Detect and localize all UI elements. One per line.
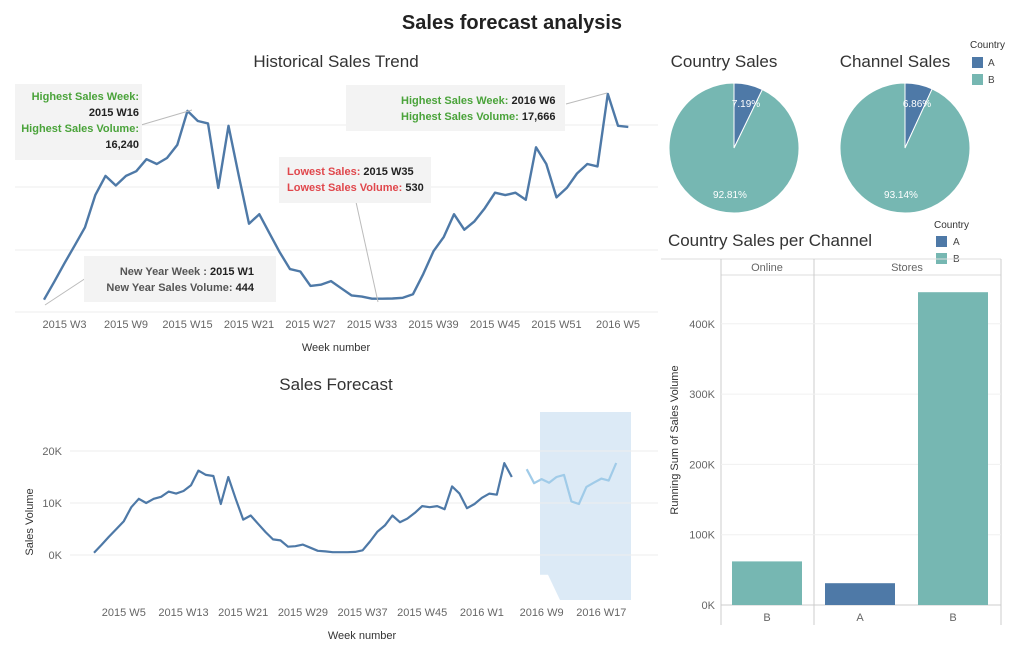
forecast-gridlines bbox=[70, 450, 658, 556]
legend-swatch-b bbox=[972, 74, 983, 85]
panel-label-stores: Stores bbox=[891, 262, 923, 274]
historical-x-tick: 2015 W3 bbox=[42, 319, 86, 331]
country-pie-label-a: 7.19% bbox=[732, 99, 760, 110]
annotation-leader-lowest bbox=[355, 201, 379, 303]
bar-chart-title: Country Sales per Channel bbox=[668, 231, 872, 250]
forecast-y-tick: 10K bbox=[42, 498, 62, 510]
country-pie-slices bbox=[668, 82, 800, 214]
bar-y-tick: 300K bbox=[689, 389, 715, 401]
bar-y-axis-label: Running Sum of Sales Volume bbox=[669, 365, 681, 514]
country-pie-slice-b bbox=[668, 82, 800, 214]
legend-label-a: A bbox=[953, 237, 960, 248]
forecast-title: Sales Forecast bbox=[279, 375, 393, 394]
forecast-x-tick: 2015 W13 bbox=[158, 607, 208, 619]
actual-sales-line[interactable] bbox=[93, 462, 513, 554]
annotation-highest-2015: Highest Sales Week: 2015 W16 Highest Sal… bbox=[15, 84, 142, 160]
annotation-highest-2016: Highest Sales Week: 2016 W6 Highest Sale… bbox=[346, 85, 565, 131]
historical-x-tick: 2015 W51 bbox=[531, 319, 581, 331]
legend-title: Country bbox=[934, 220, 969, 231]
legend-title: Country bbox=[970, 40, 1005, 51]
bar-y-tick: 0K bbox=[702, 600, 716, 612]
historical-sales-line[interactable] bbox=[42, 92, 629, 301]
annotation-leader-high2016 bbox=[565, 92, 608, 105]
historical-x-tick: 2015 W21 bbox=[224, 319, 274, 331]
country-pie-title: Country Sales bbox=[671, 52, 778, 71]
historical-x-ticks: 2015 W3 2015 W9 2015 W15 2015 W21 2015 W27 20… bbox=[42, 319, 640, 331]
channel-bar-chart[interactable]: Country Sales per Channel Country A B On… bbox=[661, 220, 1002, 625]
bar-x-label-stores-a: A bbox=[856, 612, 864, 624]
annotation-label: Highest Sales Volume: 17,666 bbox=[401, 111, 556, 123]
historical-x-axis-label: Week number bbox=[302, 342, 371, 354]
forecast-sales-line[interactable] bbox=[525, 462, 618, 506]
forecast-y-tick: 0K bbox=[49, 550, 63, 562]
historical-title: Historical Sales Trend bbox=[253, 52, 418, 71]
panel-label-online: Online bbox=[751, 262, 783, 274]
bar-y-tick: 100K bbox=[689, 530, 715, 542]
historical-x-tick: 2015 W33 bbox=[347, 319, 397, 331]
annotation-leader-high2015 bbox=[140, 109, 193, 126]
forecast-x-tick: 2015 W29 bbox=[278, 607, 328, 619]
forecast-y-tick: 20K bbox=[42, 446, 62, 458]
channel-pie-label-b: 93.14% bbox=[884, 190, 918, 201]
forecast-x-tick: 2015 W45 bbox=[397, 607, 447, 619]
bar-x-label-stores-b: B bbox=[949, 612, 956, 624]
bar-stores-a bbox=[825, 583, 895, 605]
annotation-label: Highest Sales Week: bbox=[32, 91, 139, 103]
annotation-value: 16,240 bbox=[105, 139, 139, 151]
annotation-label: Lowest Sales: 2015 W35 bbox=[287, 166, 414, 178]
annotation-label: New Year Sales Volume: 444 bbox=[106, 282, 254, 294]
forecast-x-tick: 2016 W9 bbox=[520, 607, 564, 619]
historical-chart[interactable]: Historical Sales Trend 2015 W3 2015 W9 201… bbox=[15, 52, 658, 354]
bar-stores-b bbox=[918, 292, 988, 605]
bar-x-label-online-b: B bbox=[763, 612, 770, 624]
forecast-x-tick: 2015 W37 bbox=[338, 607, 388, 619]
forecast-x-tick: 2016 W1 bbox=[460, 607, 504, 619]
channel-pie-title: Channel Sales bbox=[840, 52, 951, 71]
legend-label-a: A bbox=[988, 58, 995, 69]
historical-x-tick: 2015 W9 bbox=[104, 319, 148, 331]
bar-y-ticks: 400K 300K 200K 100K 0K bbox=[689, 319, 715, 612]
bar-y-tick: 400K bbox=[689, 319, 715, 331]
forecast-x-tick: 2015 W21 bbox=[218, 607, 268, 619]
historical-x-tick: 2015 W27 bbox=[285, 319, 335, 331]
annotation-leader-newyear bbox=[44, 277, 87, 306]
annotation-label: Highest Sales Week: 2016 W6 bbox=[401, 95, 556, 107]
historical-x-tick: 2015 W39 bbox=[408, 319, 458, 331]
forecast-x-ticks: 2015 W5 2015 W13 2015 W21 2015 W29 2015 W37 2… bbox=[102, 607, 627, 619]
historical-x-tick: 2015 W15 bbox=[162, 319, 212, 331]
bar-online-b bbox=[732, 561, 802, 605]
channel-pie-chart[interactable]: Channel Sales 6.86% 93.14% bbox=[839, 52, 971, 214]
historical-x-tick: 2016 W5 bbox=[596, 319, 640, 331]
forecast-y-axis-label: Sales Volume bbox=[24, 488, 36, 555]
channel-pie-slices bbox=[839, 82, 971, 214]
country-pie-chart[interactable]: Country Sales 7.19% 92.81% bbox=[668, 52, 800, 214]
annotation-new-year: New Year Week : 2015 W1 New Year Sales V… bbox=[84, 256, 276, 302]
forecast-x-tick: 2015 W5 bbox=[102, 607, 146, 619]
channel-pie-slice-b bbox=[839, 82, 971, 214]
bar-marks bbox=[732, 292, 988, 605]
country-pie-label-b: 92.81% bbox=[713, 190, 747, 201]
country-legend-top[interactable]: Country A B bbox=[970, 40, 1005, 86]
annotation-label: New Year Week : 2015 W1 bbox=[120, 266, 254, 278]
annotation-value: 2015 W16 bbox=[89, 107, 139, 119]
forecast-x-axis-label: Week number bbox=[328, 630, 397, 642]
country-legend-bar[interactable]: Country A B bbox=[934, 220, 969, 265]
legend-label-b: B bbox=[988, 75, 995, 86]
channel-pie-label-a: 6.86% bbox=[903, 99, 931, 110]
annotation-label: Lowest Sales Volume: 530 bbox=[287, 182, 424, 194]
legend-swatch-a bbox=[972, 57, 983, 68]
forecast-confidence-band bbox=[540, 412, 631, 600]
bar-y-tick: 200K bbox=[689, 459, 715, 471]
dashboard-title: Sales forecast analysis bbox=[402, 12, 622, 34]
forecast-x-tick: 2016 W17 bbox=[576, 607, 626, 619]
annotation-label: Highest Sales Volume: bbox=[21, 123, 139, 135]
legend-swatch-a bbox=[936, 236, 947, 247]
forecast-y-ticks: 20K 10K 0K bbox=[42, 446, 62, 562]
annotation-lowest: Lowest Sales: 2015 W35 Lowest Sales Volu… bbox=[279, 157, 431, 203]
historical-x-tick: 2015 W45 bbox=[470, 319, 520, 331]
